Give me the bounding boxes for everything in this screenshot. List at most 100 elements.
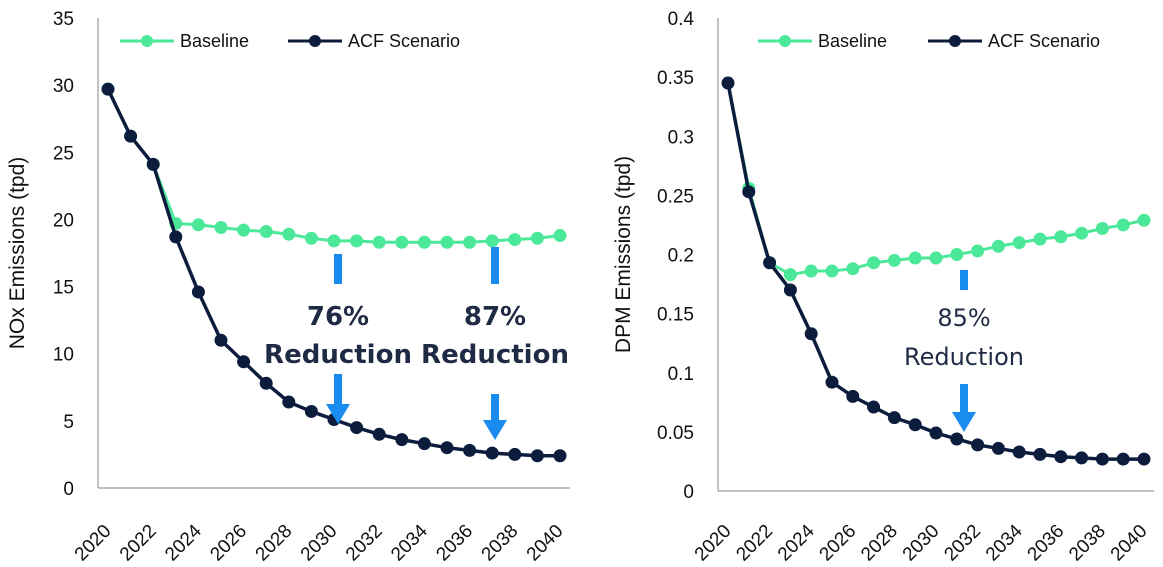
x-tick-label: 2022 (732, 521, 777, 566)
reduction-arrow-shaft (960, 384, 968, 416)
acf-scenario-point (1116, 452, 1130, 466)
x-tick-label: 2028 (857, 521, 902, 566)
baseline-point (846, 262, 860, 276)
baseline-point (485, 234, 499, 248)
acf-scenario-point (146, 157, 160, 171)
x-tick-label: 2026 (816, 521, 861, 566)
baseline-line (726, 82, 1145, 277)
acf-scenario-point (259, 376, 273, 390)
y-tick-label: 30 (53, 76, 74, 97)
acf-scenario-point (350, 421, 364, 435)
y-tick-label: 20 (53, 210, 74, 231)
y-tick-label: 5 (63, 412, 74, 433)
y-tick-label: 0.3 (668, 127, 694, 148)
baseline-point (1137, 213, 1151, 227)
baseline-point (372, 235, 386, 249)
acf-scenario-point (237, 355, 251, 369)
acf-scenario-point (214, 333, 228, 347)
acf-scenario-point (742, 185, 756, 199)
acf-scenario-point (485, 446, 499, 460)
acf-scenario-point (372, 427, 386, 441)
acf-scenario-point (721, 76, 735, 90)
baseline-point (530, 231, 544, 245)
legend-marker-baseline (779, 35, 791, 47)
reduction-percent: 85% (937, 304, 990, 332)
x-tick-label: 2040 (523, 521, 568, 566)
baseline-point (867, 256, 881, 270)
baseline-point (508, 233, 522, 247)
acf-scenario-point (530, 449, 544, 463)
reduction-label: Reduction (421, 340, 569, 370)
x-tick-label: 2026 (206, 521, 251, 566)
baseline-point (1054, 230, 1068, 244)
baseline-point (463, 235, 477, 249)
acf-scenario-point (908, 418, 922, 432)
reduction-label: Reduction (904, 343, 1024, 371)
acf-scenario-point (804, 327, 818, 341)
reduction-percent: 76% (307, 302, 369, 332)
acf-scenario-point (169, 230, 183, 244)
acf-scenario-point (1054, 450, 1068, 464)
baseline-point (417, 235, 431, 249)
baseline-point (804, 264, 818, 278)
y-tick-label: 0.35 (657, 68, 694, 89)
baseline-point (237, 223, 251, 237)
dpm-emissions-chart: 0 0.05 0.1 0.15 0.2 0.25 0.3 0.35 0.4 DPM Emissio… (612, 9, 1154, 566)
acf-scenario-point (929, 426, 943, 440)
x-tick-label: 2032 (342, 521, 387, 566)
baseline-point (950, 248, 964, 261)
x-tick-label: 2040 (1107, 521, 1152, 566)
acf-scenario-point (846, 389, 860, 403)
acf-scenario-point (971, 438, 985, 452)
x-tick-label: 2036 (1024, 521, 1069, 566)
acf-scenario-point (1095, 452, 1109, 466)
acf-scenario-point (867, 400, 881, 414)
y-tick-label: 0 (683, 482, 694, 503)
y-tick-label: 0.1 (668, 364, 694, 385)
legend-label-acf-scenario: ACF Scenario (348, 31, 460, 51)
acf-scenario-point (101, 82, 115, 96)
baseline-point (350, 234, 364, 248)
acf-scenario-point (991, 441, 1005, 455)
reduction-arrow-head (483, 420, 507, 440)
y-tick-label: 35 (53, 9, 74, 30)
acf-scenario-point (440, 441, 454, 455)
y-tick-label: 25 (53, 143, 74, 164)
baseline-point (191, 218, 205, 232)
baseline-point (929, 251, 943, 265)
baseline-point (395, 235, 409, 249)
reduction-percent: 87% (464, 302, 526, 332)
y-tick-label: 0.4 (668, 9, 695, 30)
acf-scenario-point (124, 129, 138, 143)
y-tick-label: 15 (53, 278, 74, 299)
x-tick-label: 2032 (940, 521, 985, 566)
x-tick-label: 2034 (387, 520, 432, 565)
x-tick-label: 2038 (478, 521, 523, 566)
acf-scenario-point (304, 404, 318, 418)
baseline-point (783, 268, 797, 282)
legend-marker-acf-scenario (949, 35, 961, 47)
legend-label-baseline: Baseline (818, 31, 887, 51)
reduction-bar (334, 254, 342, 284)
reduction-bar (960, 270, 968, 290)
x-tick-label: 2024 (774, 520, 819, 565)
x-tick-label: 2030 (899, 521, 944, 566)
y-axis-title: NOx Emissions (tpd) (6, 157, 29, 350)
acf-scenario-point (1075, 451, 1089, 465)
acf-scenario-point (191, 285, 205, 299)
x-tick-label: 2020 (691, 521, 736, 566)
y-tick-label: 0.05 (657, 423, 694, 444)
x-tick-label: 2022 (116, 521, 161, 566)
y-axis-title: DPM Emissions (tpd) (612, 156, 635, 353)
baseline-point (971, 244, 985, 258)
acf-scenario-point (553, 449, 567, 463)
baseline-point (1012, 236, 1026, 250)
x-tick-label: 2038 (1065, 521, 1110, 566)
acf-scenario-point (783, 283, 797, 297)
baseline-point (214, 220, 228, 234)
baseline-point (259, 225, 273, 239)
baseline-point (825, 264, 839, 278)
reduction-arrow-head (952, 412, 976, 432)
reduction-arrow-shaft (334, 374, 342, 408)
